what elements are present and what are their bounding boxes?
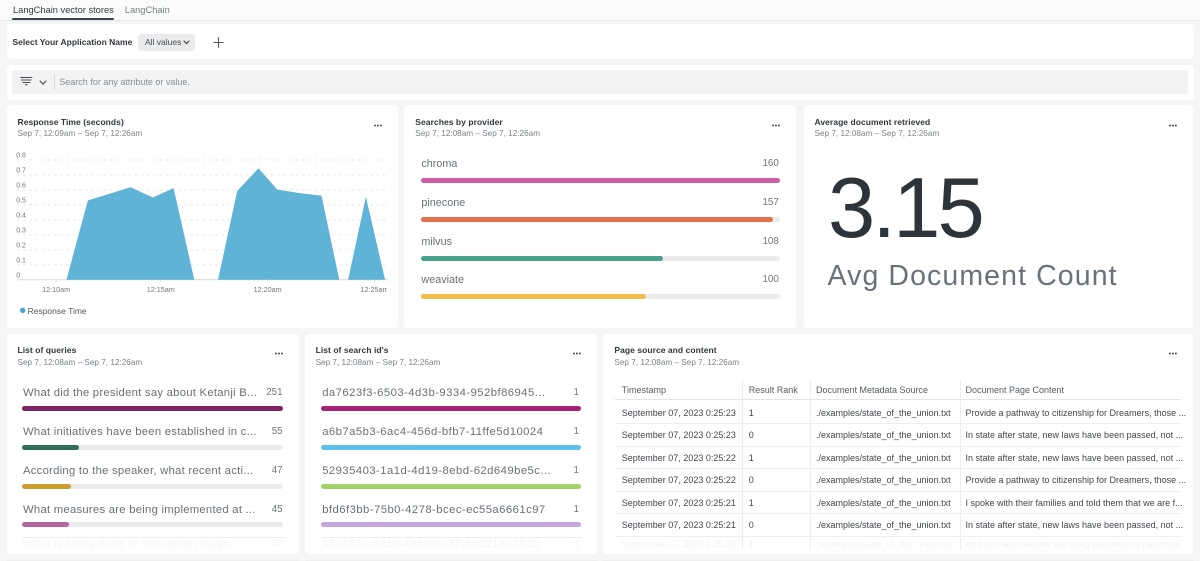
svg-text:0.7: 0.7 xyxy=(16,168,26,175)
svg-text:0: 0 xyxy=(16,273,20,280)
svg-text:0.6: 0.6 xyxy=(16,183,26,190)
svg-text:12:10am: 12:10am xyxy=(42,286,70,295)
svg-text:12:15am: 12:15am xyxy=(146,286,174,295)
svg-text:0.3: 0.3 xyxy=(16,228,26,235)
svg-text:12:25am: 12:25am xyxy=(360,286,388,295)
svg-text:0.8: 0.8 xyxy=(16,153,26,160)
svg-text:0.5: 0.5 xyxy=(16,198,26,205)
svg-text:0.2: 0.2 xyxy=(16,243,26,250)
svg-text:0.4: 0.4 xyxy=(16,213,26,220)
svg-text:12:20am: 12:20am xyxy=(253,286,281,295)
svg-text:0.1: 0.1 xyxy=(16,258,26,265)
